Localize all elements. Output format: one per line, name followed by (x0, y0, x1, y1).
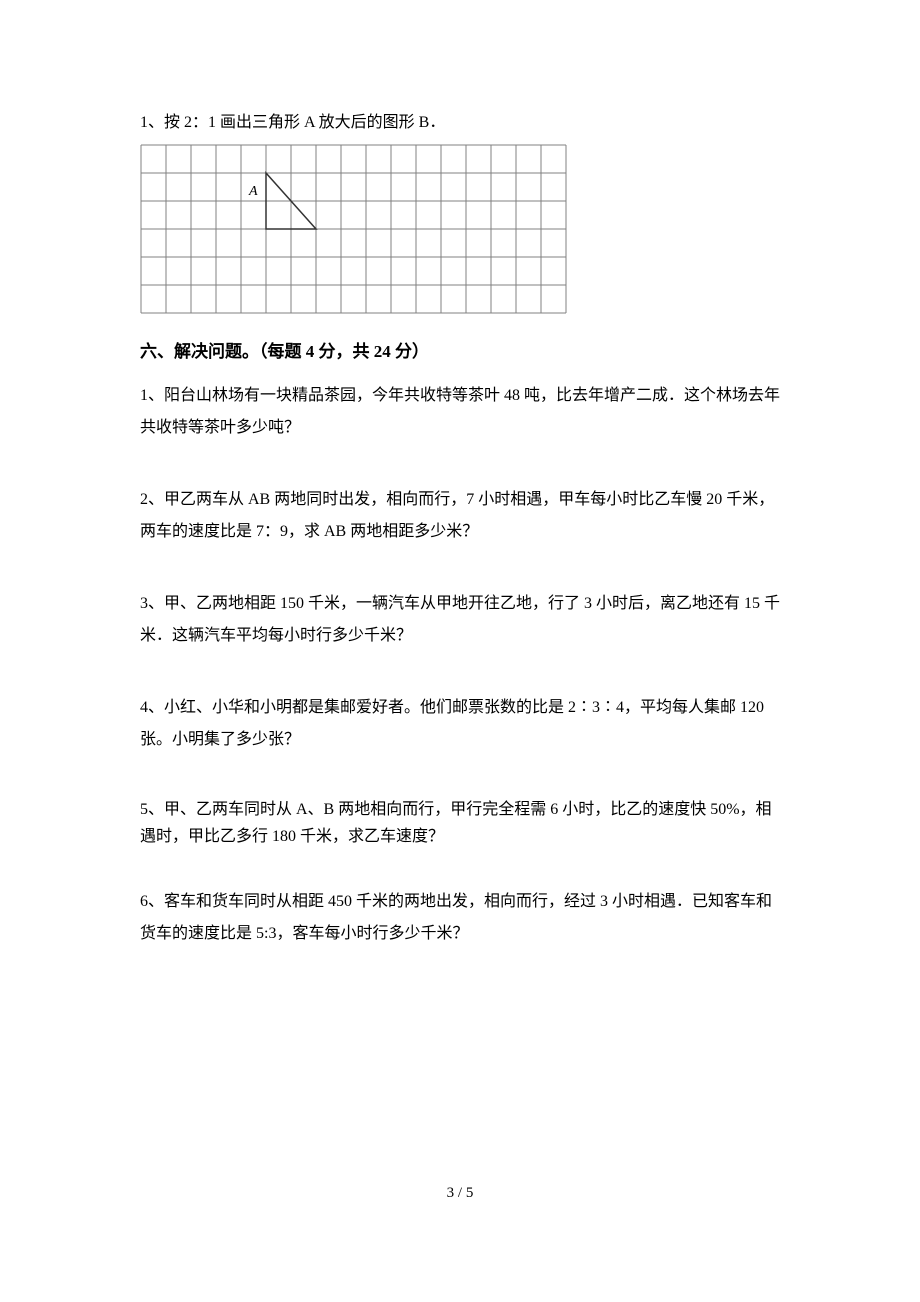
page-number: 3 / 5 (0, 1185, 920, 1202)
svg-text:A: A (248, 184, 258, 199)
page-content: 1、按 2：1 画出三角形 A 放大后的图形 B． A 六、解决问题。（每题 4… (0, 0, 920, 950)
grid-figure: A (140, 144, 780, 319)
problem-3: 3、甲、乙两地相距 150 千米，一辆汽车从甲地开往乙地，行了 3 小时后，离乙… (140, 588, 780, 652)
problem-6: 6、客车和货车同时从相距 450 千米的两地出发，相向而行，经过 3 小时相遇．… (140, 886, 780, 950)
section-6-heading: 六、解决问题。（每题 4 分，共 24 分） (140, 337, 780, 362)
problem-2: 2、甲乙两车从 AB 两地同时出发，相向而行，7 小时相遇，甲车每小时比乙车慢 … (140, 484, 780, 548)
question-1-text: 1、按 2：1 画出三角形 A 放大后的图形 B． (140, 110, 780, 136)
problem-5: 5、甲、乙两车同时从 A、B 两地相向而行，甲行完全程需 6 小时，比乙的速度快… (140, 796, 780, 850)
problem-4: 4、小红、小华和小明都是集邮爱好者。他们邮票张数的比是 2∶3∶4，平均每人集邮… (140, 692, 780, 756)
problem-1: 1、阳台山林场有一块精品茶园，今年共收特等茶叶 48 吨，比去年增产二成．这个林… (140, 380, 780, 444)
grid-svg: A (140, 144, 567, 314)
